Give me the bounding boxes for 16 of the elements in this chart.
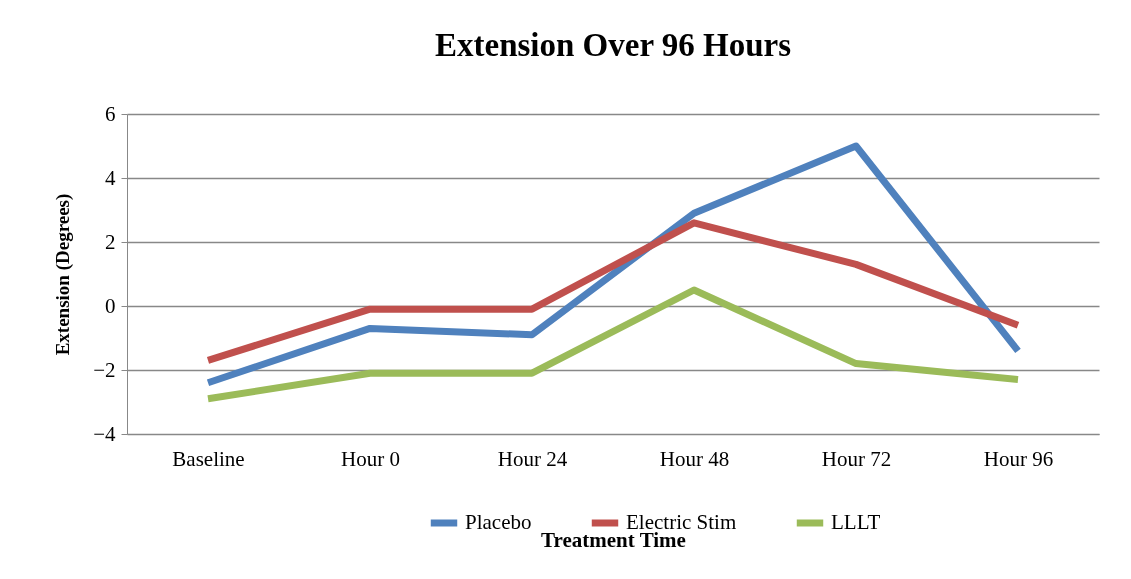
x-tick-label: Hour 96: [983, 446, 1054, 471]
x-tick-label: Hour 72: [821, 446, 892, 471]
legend-label: Placebo: [465, 510, 532, 534]
y-tick-label: −2: [93, 357, 116, 382]
legend-label: LLLT: [831, 510, 881, 534]
x-tick-label: Baseline: [172, 446, 245, 471]
y-tick-label: 4: [105, 165, 116, 190]
chart-title: Extension Over 96 Hours: [435, 27, 792, 63]
y-tick-label: 2: [105, 229, 116, 254]
y-axis-title: Extension (Degrees): [52, 193, 75, 356]
x-tick-label: Hour 0: [341, 446, 400, 471]
y-tick-label: 0: [105, 293, 116, 318]
y-tick-label: 6: [105, 101, 116, 126]
x-tick-label: Hour 48: [659, 446, 730, 471]
y-tick-label: −4: [93, 421, 116, 446]
x-tick-label: Hour 24: [497, 446, 568, 471]
